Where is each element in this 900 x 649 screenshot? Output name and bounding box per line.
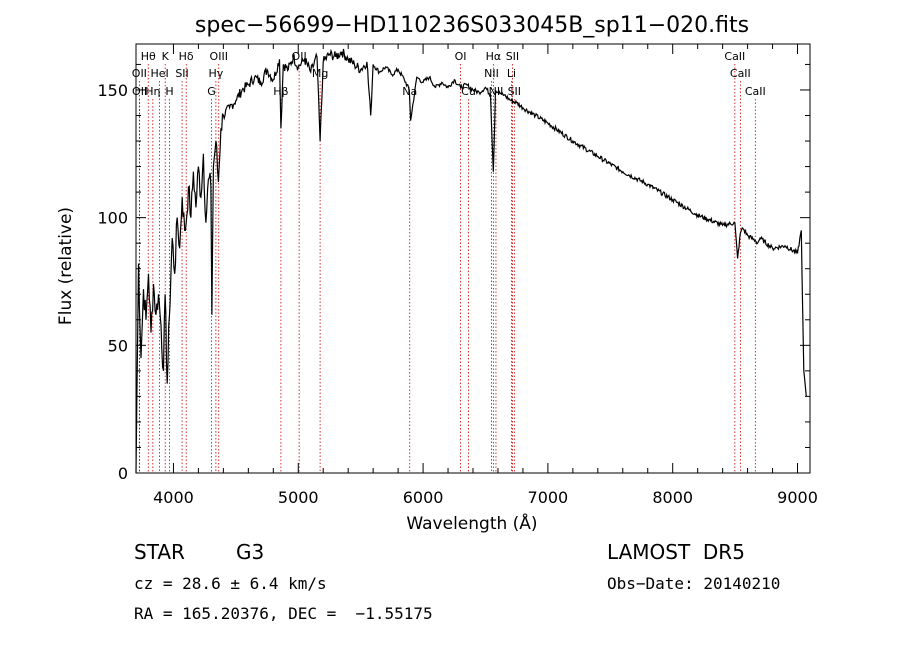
spectral-line-label: SII	[508, 85, 521, 98]
spectral-line-label: Li	[507, 67, 516, 80]
spectral-line-label: H	[165, 85, 173, 98]
x-tick-label: 7000	[528, 488, 569, 507]
coordinates: RA = 165.20376, DEC = −1.55175	[134, 604, 433, 623]
spectral-line-label: HeI	[150, 67, 168, 80]
spectral-line-label: G	[207, 85, 216, 98]
survey-name: LAMOST DR5	[607, 540, 745, 564]
spectral-line-label: K	[162, 50, 170, 63]
spectral-line-label: CaII	[724, 50, 745, 63]
plot-frame	[135, 43, 811, 474]
y-tick-label: 50	[108, 336, 128, 355]
spectral-line-label: NII	[484, 67, 499, 80]
x-tick-label: 4000	[153, 488, 194, 507]
y-axis-label: Flux (relative)	[56, 207, 76, 325]
object-type: STAR	[134, 540, 185, 564]
x-tick-label: 9000	[777, 488, 818, 507]
redshift-cz: cz = 28.6 ± 6.4 km/s	[134, 574, 327, 593]
spectral-line-label: OII	[132, 67, 147, 80]
spectral-line-label: CaII	[745, 85, 766, 98]
spectral-line-label: Hα	[486, 50, 502, 63]
spectrum-series-line	[135, 48, 807, 474]
x-axis-label: Wavelength (Å)	[406, 512, 537, 534]
y-tick-label: 150	[97, 81, 128, 100]
x-tick-label: 5000	[278, 488, 319, 507]
spectral-line-markers	[138, 64, 756, 473]
spectral-line-label: Mg	[312, 67, 328, 80]
spectral-line-label: CaII	[730, 67, 751, 80]
x-tick-label: 8000	[652, 488, 693, 507]
spectral-line-label: SII	[506, 50, 519, 63]
spectral-line-label: Hθ	[141, 50, 156, 63]
spectral-line-label: OI	[455, 50, 467, 63]
spectral-line-label: OIII	[210, 50, 228, 63]
spectral-line-label: Hβ	[273, 85, 288, 98]
chart-title: spec−56699−HD110236S033045B_sp11−020.fit…	[195, 13, 749, 38]
spectral-line-label: SII	[175, 67, 188, 80]
axis-ticks: 4000 5000 6000 7000 8000 9000 0 50 100 150	[97, 44, 818, 507]
subclass: G3	[236, 540, 265, 564]
y-tick-label: 100	[97, 209, 128, 228]
y-tick-label: 0	[118, 464, 128, 483]
spectral-line-label: Hη	[145, 85, 160, 98]
observation-date: Obs−Date: 20140210	[607, 574, 781, 593]
spectral-line-label: Hδ	[179, 50, 194, 63]
spectral-line-label: Hγ	[208, 67, 223, 80]
x-tick-label: 6000	[403, 488, 444, 507]
